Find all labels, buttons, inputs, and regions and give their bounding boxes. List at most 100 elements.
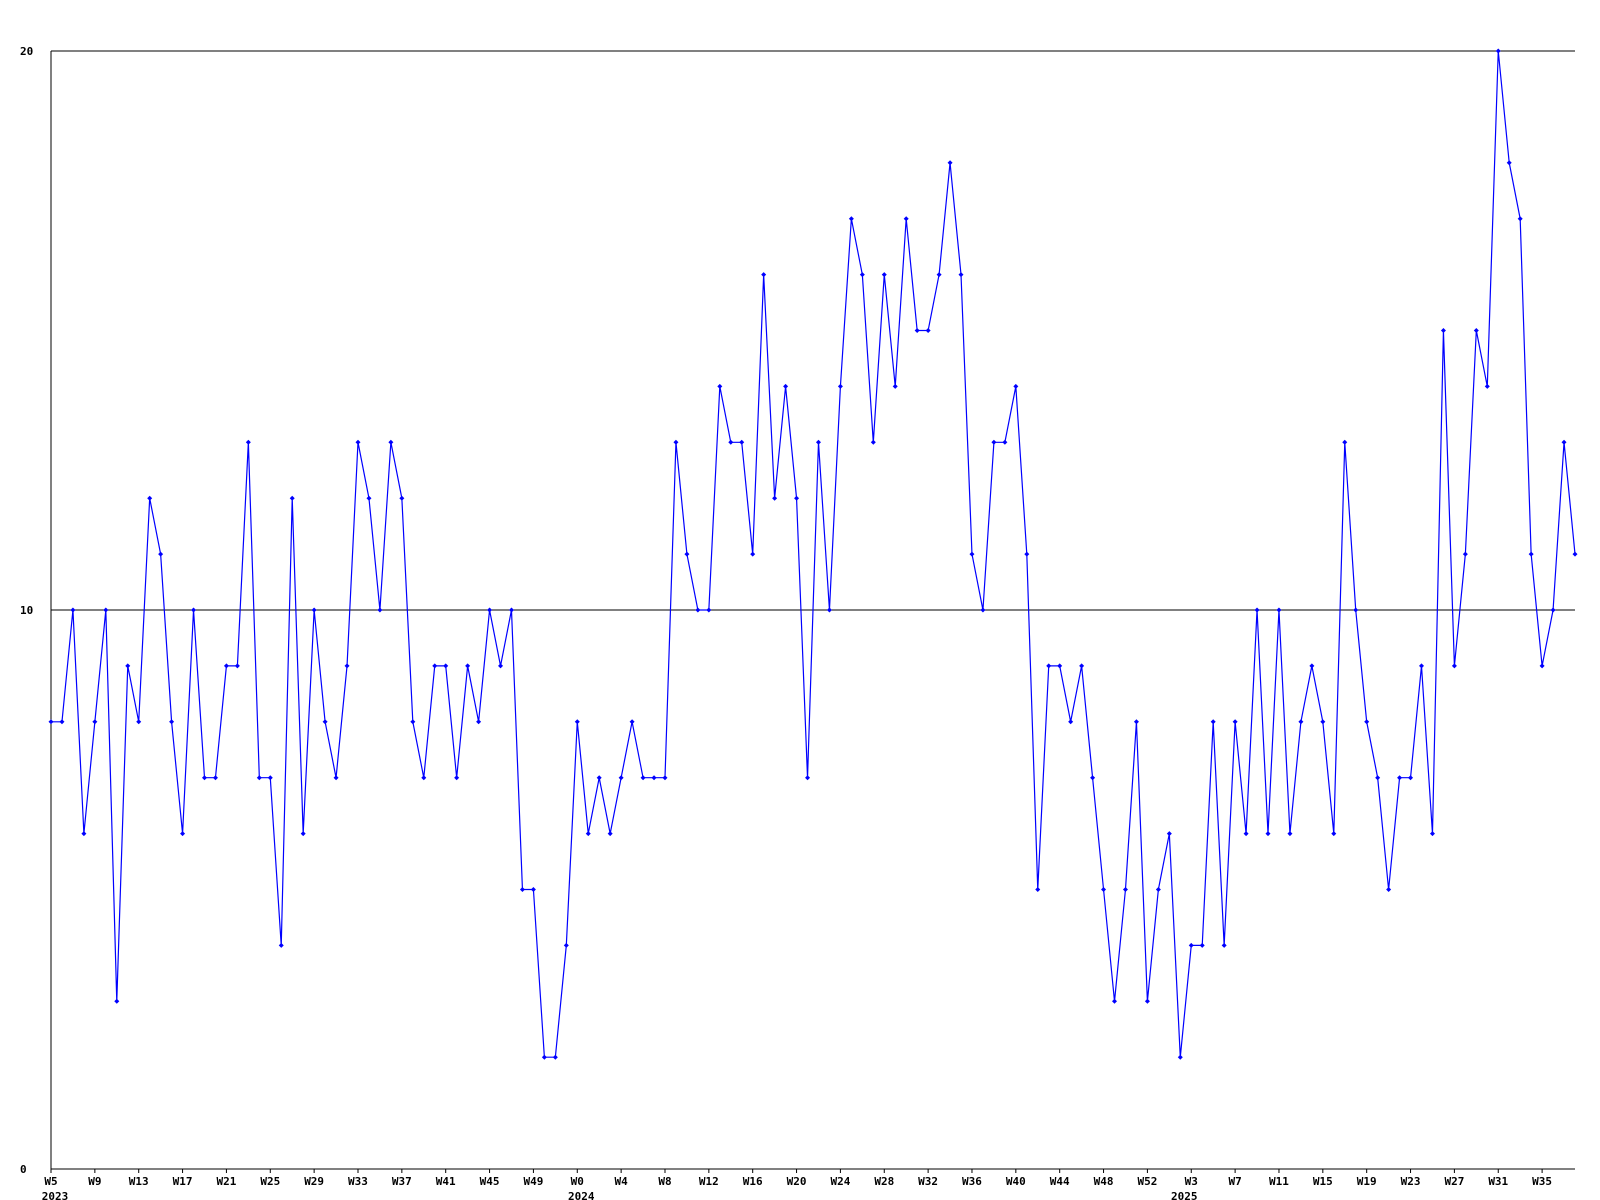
data-point bbox=[70, 607, 76, 613]
data-point bbox=[1199, 942, 1205, 948]
data-point bbox=[1133, 719, 1139, 725]
data-point bbox=[1572, 551, 1578, 557]
data-point bbox=[147, 495, 153, 501]
data-point bbox=[826, 607, 832, 613]
data-point bbox=[1539, 663, 1545, 669]
data-point bbox=[1122, 887, 1128, 892]
data-point bbox=[805, 775, 811, 781]
data-point bbox=[476, 719, 482, 725]
data-point bbox=[563, 942, 569, 948]
data-point bbox=[1112, 998, 1118, 1004]
x-tick-label: W8 bbox=[658, 1175, 671, 1188]
data-point bbox=[1013, 383, 1019, 389]
data-point bbox=[1090, 775, 1096, 781]
data-point bbox=[355, 439, 361, 445]
data-point bbox=[881, 272, 887, 278]
data-point bbox=[311, 607, 317, 613]
x-tick-label: W31 bbox=[1488, 1175, 1508, 1188]
data-point bbox=[388, 439, 394, 445]
data-point bbox=[1473, 328, 1479, 333]
year-label: 2023 bbox=[42, 1190, 69, 1200]
data-point bbox=[1462, 551, 1468, 557]
data-point bbox=[59, 719, 65, 725]
data-point bbox=[980, 607, 986, 613]
data-point bbox=[136, 719, 142, 725]
x-tick-label: W9 bbox=[88, 1175, 101, 1188]
data-point bbox=[48, 719, 54, 725]
x-tick-label: W16 bbox=[743, 1175, 763, 1188]
data-point bbox=[103, 607, 109, 613]
y-tick-label: 10 bbox=[20, 604, 33, 617]
x-tick-label: W7 bbox=[1228, 1175, 1241, 1188]
data-point bbox=[300, 831, 306, 837]
data-point bbox=[618, 775, 624, 781]
data-point bbox=[859, 272, 865, 278]
data-point bbox=[1320, 719, 1326, 725]
data-point bbox=[640, 775, 646, 781]
data-point bbox=[1440, 328, 1446, 333]
data-point bbox=[541, 1054, 547, 1060]
data-point bbox=[1155, 887, 1161, 892]
x-tick-label: W0 bbox=[571, 1175, 584, 1188]
data-point bbox=[399, 495, 405, 501]
data-point bbox=[1451, 663, 1457, 669]
data-point bbox=[1429, 831, 1435, 837]
data-point bbox=[180, 831, 186, 837]
data-point bbox=[892, 383, 898, 389]
data-point bbox=[761, 272, 767, 278]
x-tick-label: W24 bbox=[830, 1175, 850, 1188]
data-point bbox=[552, 1054, 558, 1060]
data-point bbox=[783, 383, 789, 389]
data-point bbox=[794, 495, 800, 501]
data-point bbox=[596, 775, 602, 781]
data-point bbox=[267, 775, 273, 781]
data-point bbox=[1287, 831, 1293, 837]
x-tick-label: W45 bbox=[480, 1175, 500, 1188]
x-tick-label: W49 bbox=[523, 1175, 543, 1188]
x-tick-label: W20 bbox=[787, 1175, 807, 1188]
data-point bbox=[695, 607, 701, 613]
data-point bbox=[728, 439, 734, 445]
data-point bbox=[465, 663, 471, 669]
x-tick-label: W27 bbox=[1444, 1175, 1464, 1188]
data-point bbox=[947, 160, 953, 166]
data-point bbox=[530, 887, 536, 892]
data-point bbox=[201, 775, 207, 781]
data-point bbox=[1221, 942, 1227, 948]
x-tick-label: W23 bbox=[1401, 1175, 1421, 1188]
x-tick-label: W28 bbox=[874, 1175, 894, 1188]
data-point bbox=[344, 663, 350, 669]
x-tick-label: W33 bbox=[348, 1175, 368, 1188]
data-point bbox=[114, 998, 120, 1004]
x-tick-label: W29 bbox=[304, 1175, 324, 1188]
data-point bbox=[256, 775, 262, 781]
x-tick-label: W36 bbox=[962, 1175, 982, 1188]
data-point bbox=[1550, 607, 1556, 613]
data-point bbox=[245, 439, 251, 445]
data-point bbox=[1528, 551, 1534, 557]
data-point bbox=[1068, 719, 1074, 725]
x-tick-label: W40 bbox=[1006, 1175, 1026, 1188]
x-tick-label: W4 bbox=[615, 1175, 629, 1188]
data-point bbox=[1364, 719, 1370, 725]
data-point bbox=[1353, 607, 1359, 613]
data-point bbox=[815, 439, 821, 445]
x-tick-label: W44 bbox=[1050, 1175, 1070, 1188]
data-point bbox=[651, 775, 657, 781]
data-point bbox=[234, 663, 240, 669]
data-point bbox=[1265, 831, 1271, 837]
data-point bbox=[1419, 663, 1425, 669]
data-point bbox=[223, 663, 229, 669]
data-point bbox=[629, 719, 635, 725]
data-point bbox=[739, 439, 745, 445]
data-point bbox=[1484, 383, 1490, 389]
data-point bbox=[1298, 719, 1304, 725]
data-point bbox=[1232, 719, 1238, 725]
data-point bbox=[278, 942, 284, 948]
data-point bbox=[508, 607, 514, 613]
data-point bbox=[454, 775, 460, 781]
data-point bbox=[958, 272, 964, 278]
data-point bbox=[607, 831, 613, 837]
data-point bbox=[1276, 607, 1282, 613]
data-point bbox=[158, 551, 164, 557]
